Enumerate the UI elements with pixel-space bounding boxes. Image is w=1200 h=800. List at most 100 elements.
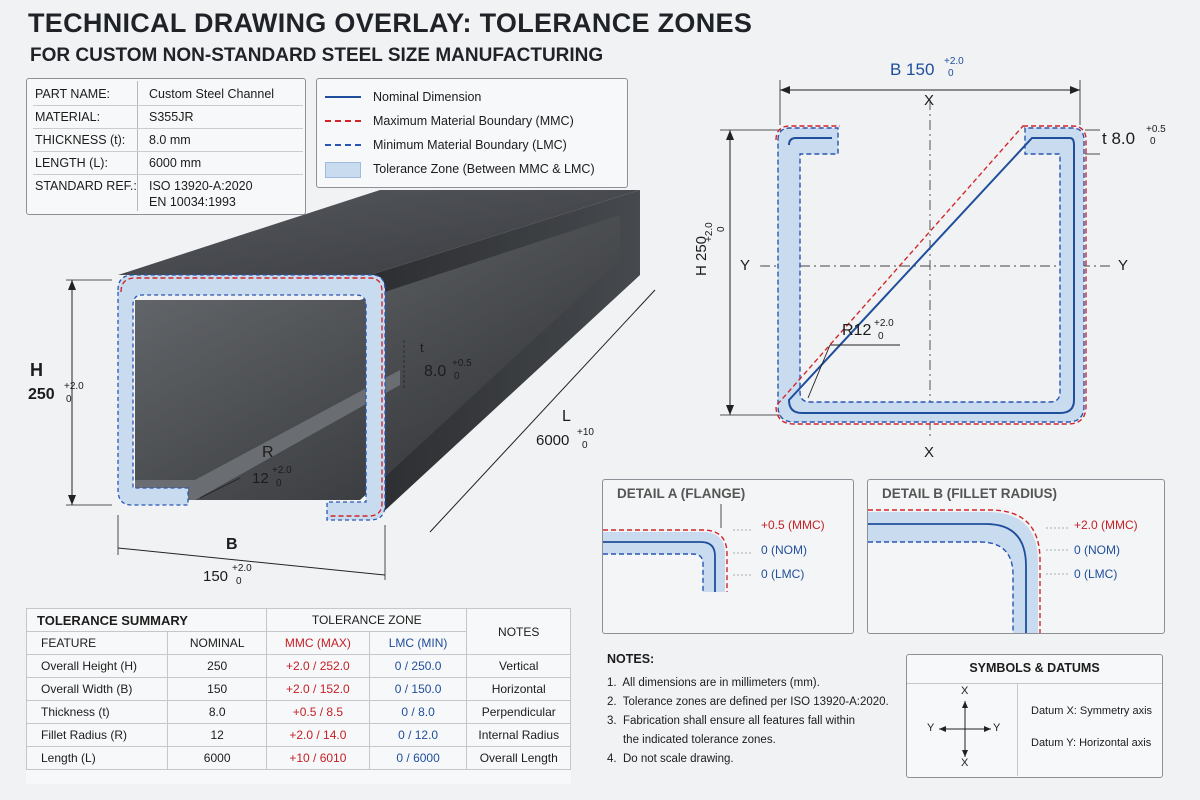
- cell-notes: Internal Radius: [466, 723, 571, 747]
- detail-b-lmc-line: [868, 541, 1014, 633]
- iso-b-value: 150: [203, 568, 229, 585]
- b-dimension-line: [117, 547, 386, 576]
- part-row: MATERIAL: S355JR: [33, 106, 303, 129]
- isometric-channel-drawing: [66, 190, 656, 580]
- cell-mmc: +0.5 / 8.5: [266, 700, 370, 724]
- table-row: Overall Height (H) 250 +2.0 / 252.0 0 / …: [25, 654, 571, 678]
- header-feature: FEATURE: [25, 631, 169, 655]
- part-info-divider: [137, 81, 138, 211]
- cell-nominal: 6000: [167, 746, 268, 770]
- channel-cross-section-zone: [117, 274, 386, 521]
- part-value: ISO 13920-A:2020: [149, 179, 253, 193]
- cell-nominal: 8.0: [167, 700, 268, 724]
- channel-top-face: [118, 190, 640, 275]
- iso-r-tol-bot: 0: [276, 478, 282, 489]
- part-value: 6000 mm: [149, 156, 202, 170]
- channel-bottom-flange: [135, 370, 400, 500]
- mmc-line-swatch: [325, 120, 361, 122]
- section-mmc-boundary: [775, 125, 1087, 425]
- iso-l-label: L: [562, 408, 571, 425]
- section-r-tol-top: +2.0: [874, 318, 894, 329]
- cell-feature: Length (L): [25, 746, 169, 770]
- cell-notes: Overall Length: [466, 746, 571, 770]
- legend-box: Nominal Dimension Maximum Material Bound…: [316, 78, 628, 188]
- section-nominal-line: [787, 137, 1075, 414]
- legend-label: Tolerance Zone (Between MMC & LMC): [373, 162, 595, 176]
- cell-notes: Perpendicular: [466, 700, 571, 724]
- section-b-tol-bot: 0: [948, 68, 954, 79]
- arrow-icon: [726, 405, 734, 415]
- arrow-icon: [68, 495, 76, 505]
- detail-a-nominal-line: [603, 541, 716, 592]
- r-leader: [807, 344, 831, 399]
- header-lmc: LMC (MIN): [368, 631, 468, 655]
- cell-lmc: 0 / 6000: [368, 746, 468, 770]
- notes-block: NOTES: 1. All dimensions are in millimet…: [607, 652, 897, 769]
- detail-a-box: DETAIL A (FLANGE) +0.5 (MMC) 0 (NOM) 0 (…: [602, 479, 854, 634]
- datum-x-top: X: [961, 685, 969, 697]
- cell-lmc: 0 / 12.0: [368, 723, 468, 747]
- axis-x-bottom-label: X: [924, 444, 935, 461]
- section-tolerance-zone: [777, 127, 1085, 423]
- cell-feature: Fillet Radius (R): [25, 723, 169, 747]
- table-row: Overall Width (B) 150 +2.0 / 152.0 0 / 1…: [25, 677, 571, 701]
- cell-mmc: +10 / 6010: [266, 746, 370, 770]
- section-b-label: B 150: [890, 60, 935, 79]
- detail-b-lmc-label: 0 (LMC): [1074, 567, 1118, 581]
- table-row: Length (L) 6000 +10 / 6010 0 / 6000 Over…: [25, 746, 571, 770]
- cell-lmc: 0 / 8.0: [368, 700, 468, 724]
- header-notes: NOTES: [466, 608, 571, 655]
- lmc-line-swatch: [325, 144, 361, 146]
- part-value: S355JR: [149, 110, 194, 124]
- legend-label: Maximum Material Boundary (MMC): [373, 114, 574, 128]
- detail-b-zone: [868, 512, 1038, 633]
- section-r-tol-bot: 0: [878, 331, 884, 342]
- detail-a-zone: [603, 532, 725, 592]
- iso-t-label: t: [420, 340, 424, 355]
- note-item: 3. Fabrication shall ensure all features…: [607, 715, 856, 727]
- note-item: 2. Tolerance zones are defined per ISO 1…: [607, 696, 889, 708]
- mmc-boundary: [120, 277, 383, 517]
- iso-b-label: B: [226, 536, 238, 553]
- detail-a-mmc-line: [603, 529, 728, 592]
- part-row: LENGTH (L): 6000 mm: [33, 152, 303, 175]
- notes-title: NOTES:: [607, 652, 655, 666]
- iso-l-tol-top: +10: [577, 427, 594, 438]
- detail-a-mmc-label: +0.5 (MMC): [761, 518, 825, 532]
- axis-x-top-label: X: [924, 92, 935, 109]
- iso-t-tol-bot: 0: [454, 371, 460, 382]
- iso-h-tol-top: +2.0: [64, 381, 84, 392]
- symbols-title: SYMBOLS & DATUMS: [969, 661, 1100, 675]
- iso-r-value: 12: [252, 470, 269, 487]
- detail-b-nom-label: 0 (NOM): [1074, 543, 1120, 557]
- detail-b-title: DETAIL B (FILLET RADIUS): [882, 486, 1057, 501]
- symbols-divider: [907, 683, 1162, 684]
- part-key: LENGTH (L):: [35, 156, 108, 170]
- r-leader: [199, 477, 241, 499]
- datum-y-right: Y: [993, 722, 1001, 734]
- datum-y-left: Y: [927, 722, 935, 734]
- symbols-datums-box: SYMBOLS & DATUMS X X Y Y Datum X: Symmet…: [906, 654, 1163, 778]
- axis-y-right-label: Y: [1118, 257, 1129, 274]
- detail-a-lmc-label: 0 (LMC): [761, 567, 805, 581]
- datum-x-desc: Datum X: Symmetry axis: [1031, 705, 1153, 717]
- arrow-icon: [962, 701, 968, 708]
- part-value-2: EN 10034:1993: [149, 195, 236, 209]
- cell-feature: Overall Width (B): [25, 677, 169, 701]
- detail-b-box: DETAIL B (FILLET RADIUS) +2.0 (MMC) 0 (N…: [867, 479, 1165, 634]
- part-key: THICKNESS (t):: [35, 133, 126, 147]
- table-row: Fillet Radius (R) 12 +2.0 / 14.0 0 / 12.…: [25, 723, 571, 747]
- iso-l-value: 6000: [536, 432, 570, 449]
- arrow-icon: [939, 726, 946, 732]
- legend-label: Minimum Material Boundary (LMC): [373, 138, 567, 152]
- detail-a-drawing: [603, 504, 753, 592]
- legend-label: Nominal Dimension: [373, 90, 482, 104]
- section-t-label: t 8.0: [1102, 129, 1136, 148]
- tolerance-summary-title: TOLERANCE SUMMARY: [25, 608, 267, 632]
- cell-mmc: +2.0 / 152.0: [266, 677, 370, 701]
- zone-swatch: [325, 162, 361, 178]
- part-value: Custom Steel Channel: [149, 87, 275, 101]
- datum-y-desc: Datum Y: Horizontal axis: [1031, 737, 1152, 749]
- table-row: Thickness (t) 8.0 +0.5 / 8.5 0 / 8.0 Per…: [25, 700, 571, 724]
- iso-r-tol-top: +2.0: [272, 465, 292, 476]
